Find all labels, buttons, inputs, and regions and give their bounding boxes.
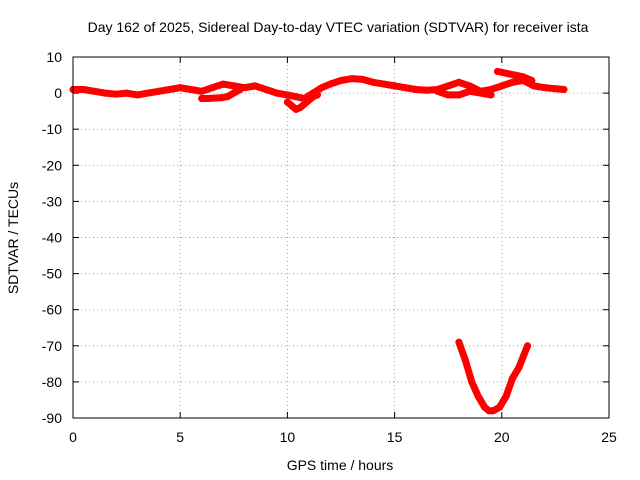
data-point-main-trace: [187, 85, 195, 93]
data-point-v-dip-18-21h: [509, 374, 517, 382]
data-point-v-dip-18-21h: [524, 342, 532, 350]
data-point-offset-segment-6h: [223, 93, 231, 101]
data-point-v-dip-18-21h: [474, 392, 482, 400]
data-point-v-dip-18-21h: [496, 403, 504, 411]
data-point-offset-segment-6h: [204, 95, 212, 103]
x-tick-label: 5: [176, 429, 184, 445]
data-point-main-trace: [412, 85, 420, 93]
y-tick-label: -50: [42, 266, 62, 282]
data-point-v-dip-18-21h: [455, 338, 463, 346]
x-tick-label: 25: [601, 429, 617, 445]
data-point-main-trace: [401, 84, 409, 92]
data-point-high-segment-20h: [528, 76, 536, 84]
data-point-offset-segment-6h: [211, 94, 219, 102]
data-point-offset-segment-6h: [217, 94, 225, 102]
data-point-high-segment-20h: [511, 71, 519, 79]
data-point-main-trace: [112, 90, 120, 98]
data-point-main-trace: [101, 89, 109, 97]
data-point-high-segment-20h: [519, 73, 527, 81]
data-point-main-trace: [318, 84, 326, 92]
y-tick-label: -70: [42, 338, 62, 354]
data-point-main-trace: [380, 80, 388, 88]
data-point-main-trace: [560, 85, 568, 93]
data-point-main-trace: [198, 87, 206, 95]
data-point-main-trace: [498, 82, 506, 90]
data-point-main-trace: [348, 75, 356, 83]
y-tick-label: 0: [54, 85, 62, 101]
data-point-main-trace: [219, 80, 227, 88]
x-tick-label: 20: [494, 429, 510, 445]
x-tick-label: 0: [69, 429, 77, 445]
data-point-main-trace: [369, 78, 377, 86]
data-point-offset-segment-6h: [236, 85, 244, 93]
data-point-main-trace: [337, 76, 345, 84]
data-point-main-trace: [208, 84, 216, 92]
data-point-offset-segment-17h: [487, 91, 495, 99]
data-point-offset-segment-17h: [476, 89, 484, 97]
data-point-main-trace: [144, 89, 152, 97]
data-point-offset-segment-17h: [433, 87, 441, 95]
data-point-offset-segment-17h: [444, 91, 452, 99]
y-tick-label: -80: [42, 374, 62, 390]
data-point-main-trace: [283, 91, 291, 99]
data-point-main-trace: [391, 82, 399, 90]
y-tick-label: -30: [42, 193, 62, 209]
data-point-offset-segment-6h: [198, 95, 206, 103]
data-point-main-trace: [123, 89, 131, 97]
data-point-offset-segment-6h: [230, 89, 238, 97]
data-point-main-trace: [551, 85, 559, 93]
data-point-main-trace: [509, 78, 517, 86]
grid-layer: [73, 57, 609, 418]
data-point-v-dip-18-21h: [502, 392, 510, 400]
data-layer: [69, 67, 568, 415]
data-point-main-trace: [165, 85, 173, 93]
data-point-v-dip-18-21h: [461, 356, 469, 364]
data-point-main-trace: [262, 85, 270, 93]
data-point-high-segment-20h: [494, 67, 502, 75]
y-tick-label: -20: [42, 157, 62, 173]
y-tick-label: -90: [42, 410, 62, 426]
x-tick-label: 15: [387, 429, 403, 445]
data-point-main-trace: [133, 91, 141, 99]
data-point-main-trace: [90, 87, 98, 95]
data-point-offset-segment-17h: [466, 87, 474, 95]
data-point-main-trace: [155, 87, 163, 95]
data-point-main-trace: [230, 82, 238, 90]
data-point-v-dip-18-21h: [519, 353, 527, 361]
data-point-main-trace: [444, 82, 452, 90]
data-point-offset-segment-17h: [455, 91, 463, 99]
y-tick-label: 10: [46, 49, 62, 65]
data-point-main-trace: [466, 82, 474, 90]
data-point-main-trace: [541, 84, 549, 92]
data-point-main-trace: [251, 82, 259, 90]
chart-title: Day 162 of 2025, Sidereal Day-to-day VTE…: [88, 19, 589, 35]
data-point-main-trace: [423, 86, 431, 94]
y-tick-label: -40: [42, 230, 62, 246]
y-axis-label: SDTVAR / TECUs: [5, 182, 21, 294]
data-point-main-trace: [358, 75, 366, 83]
data-point-v-dip-18-21h: [489, 407, 497, 415]
x-axis-label: GPS time / hours: [287, 457, 394, 473]
data-point-v-dip-18-21h: [515, 363, 523, 371]
y-tick-label: -60: [42, 302, 62, 318]
data-point-main-trace: [455, 78, 463, 86]
data-point-main-trace: [292, 93, 300, 101]
data-point-offset-segment-10h: [313, 91, 321, 99]
plot-frame: [72, 56, 610, 419]
data-point-main-trace: [80, 85, 88, 93]
data-point-high-segment-20h: [502, 69, 510, 77]
data-point-main-trace: [326, 80, 334, 88]
y-tick-label: -10: [42, 121, 62, 137]
data-point-main-trace: [530, 82, 538, 90]
x-tick-label: 10: [280, 429, 296, 445]
data-point-main-trace: [273, 89, 281, 97]
data-point-main-trace: [176, 84, 184, 92]
data-point-v-dip-18-21h: [468, 378, 476, 386]
